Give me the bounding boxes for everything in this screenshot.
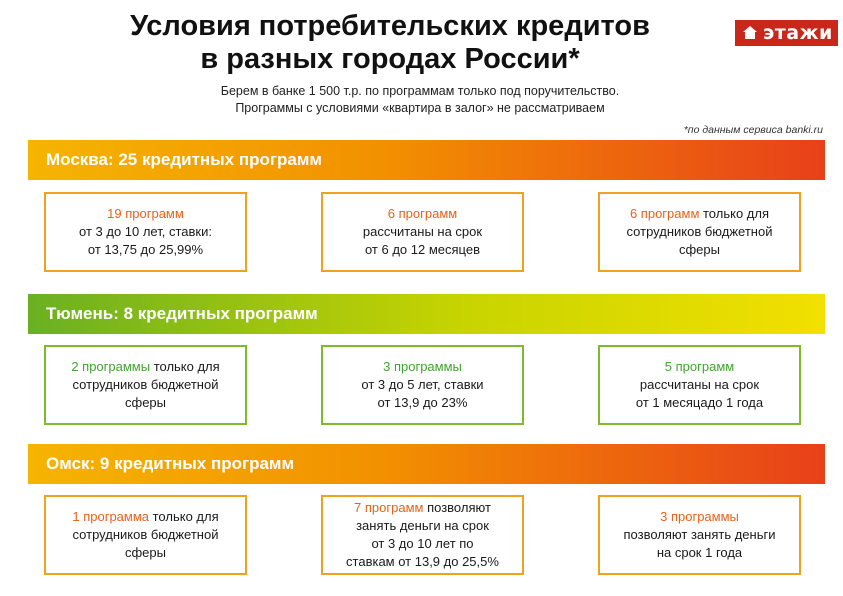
- program-count: 1 программа: [72, 509, 150, 524]
- band-label: Омск: 9 кредитных программ: [46, 454, 295, 473]
- page-title: Условия потребительских кредитов в разны…: [90, 10, 690, 76]
- program-card: 6 программ рассчитаны на срок от 6 до 12…: [321, 192, 524, 272]
- program-card: 19 программ от 3 до 10 лет, ставки: от 1…: [44, 192, 247, 272]
- card-line: сферы: [124, 545, 166, 560]
- city-band-tyumen: Тюмень: 8 кредитных программ: [28, 294, 825, 334]
- card-line: сферы: [125, 395, 166, 410]
- logo-text: этажи: [763, 22, 833, 44]
- band-label: Тюмень: 8 кредитных программ: [46, 304, 318, 323]
- card-line: от 3 до 10 лет, ставки:: [79, 224, 212, 239]
- etazhi-logo: этажи: [735, 20, 838, 46]
- card-line: ставкам от 13,9 до 25,5%: [346, 554, 499, 569]
- card-line: от 1 месяцадо 1 года: [635, 395, 764, 410]
- card-line: сотрудников бюджетной: [72, 527, 219, 542]
- program-count: 6 программ: [629, 206, 700, 221]
- city-band-moscow: Москва: 25 кредитных программ: [28, 140, 825, 180]
- card-inline-text: только для: [150, 359, 220, 374]
- program-count: 2 программы: [71, 359, 151, 374]
- program-count: 3 программы: [383, 359, 462, 374]
- subtitle-line-2: Программы с условиями «квартира в залог»…: [235, 101, 605, 115]
- title-line-2: в разных городах России*: [200, 43, 580, 75]
- program-card: 7 программ позволяют занять деньги на ср…: [321, 495, 524, 575]
- house-icon: [743, 26, 757, 40]
- band-label: Москва: 25 кредитных программ: [46, 150, 322, 169]
- card-line: от 13,9 до 23%: [377, 395, 468, 410]
- program-card: 1 программа только для сотрудников бюдже…: [44, 495, 247, 575]
- card-line: сотрудников бюджетной: [626, 224, 773, 239]
- program-count: 7 программ: [354, 500, 424, 515]
- program-card: 3 программы позволяют занять деньги на с…: [598, 495, 801, 575]
- card-line: рассчитаны на срок: [639, 377, 760, 392]
- program-card: 2 программы только для сотрудников бюдже…: [44, 345, 247, 425]
- program-count: 3 программы: [660, 509, 739, 524]
- program-count: 5 программ: [664, 359, 735, 374]
- title-line-1: Условия потребительских кредитов: [130, 10, 650, 42]
- card-inline-text: только для: [149, 509, 219, 524]
- card-line: сферы: [678, 242, 720, 257]
- subtitle: Берем в банке 1 500 т.р. по программам т…: [170, 83, 670, 117]
- card-line: сотрудников бюджетной: [72, 377, 219, 392]
- city-band-omsk: Омск: 9 кредитных программ: [28, 444, 825, 484]
- source-note: *по данным сервиса banki.ru: [683, 124, 823, 136]
- program-card: 6 программ только для сотрудников бюджет…: [598, 192, 801, 272]
- card-line: от 3 до 5 лет, ставки: [361, 377, 484, 392]
- card-line: позволяют занять деньги: [623, 527, 776, 542]
- card-line: рассчитаны на срок: [362, 224, 483, 239]
- program-card: 3 программы от 3 до 5 лет, ставки от 13,…: [321, 345, 524, 425]
- card-line: на срок 1 года: [656, 545, 743, 560]
- card-inline-text: позволяют: [423, 500, 491, 515]
- card-line: от 6 до 12 месяцев: [364, 242, 480, 257]
- card-line: занять деньги на срок: [356, 518, 489, 533]
- program-count: 19 программ: [107, 206, 184, 221]
- subtitle-line-1: Берем в банке 1 500 т.р. по программам т…: [220, 84, 620, 98]
- card-line: от 3 до 10 лет по: [371, 536, 474, 551]
- card-line: от 13,75 до 25,99%: [87, 242, 204, 257]
- card-inline-text: только для: [699, 206, 769, 221]
- program-count: 6 программ: [387, 206, 458, 221]
- program-card: 5 программ рассчитаны на срок от 1 месяц…: [598, 345, 801, 425]
